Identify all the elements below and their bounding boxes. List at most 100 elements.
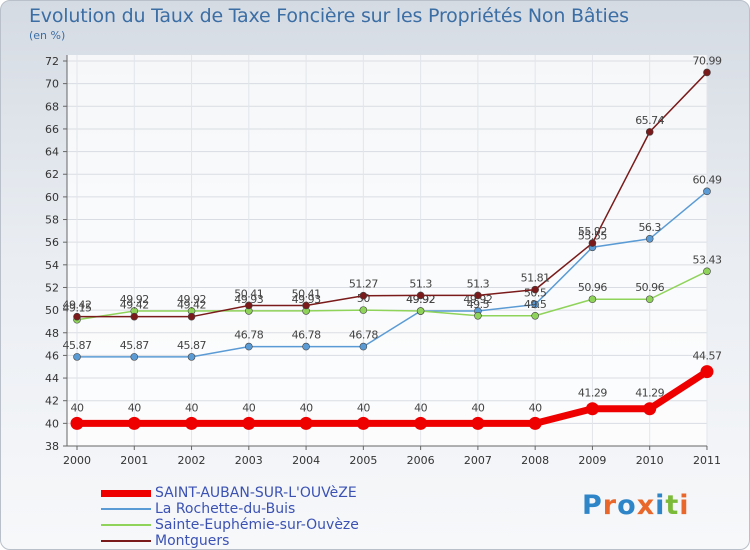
series-0-point <box>471 416 485 430</box>
legend-swatch <box>101 540 151 542</box>
series-3-point <box>73 312 81 321</box>
y-tick-label: 66 <box>45 123 59 136</box>
logo-letter: P <box>582 490 603 521</box>
series-0-data-label: 41.29 <box>635 387 664 400</box>
series-0-point <box>299 416 313 430</box>
x-tick-label: 2004 <box>292 454 320 467</box>
y-tick-label: 40 <box>45 417 59 430</box>
x-tick-label: 2010 <box>636 454 664 467</box>
series-2-data-label: 49.5 <box>524 298 547 311</box>
series-0-data-label: 40 <box>471 401 484 414</box>
legend-label: Sainte-Euphémie-sur-Ouvèze <box>155 517 359 533</box>
series-3-data-label: 51.27 <box>349 278 378 291</box>
series-0-data-label: 40 <box>300 401 313 414</box>
logo-letter: i <box>655 490 666 521</box>
x-tick-label: 2005 <box>349 454 377 467</box>
series-1-point <box>130 353 139 361</box>
x-tick-label: 2009 <box>578 454 606 467</box>
series-2-line <box>76 270 708 321</box>
y-tick-label: 52 <box>45 281 59 294</box>
series-3-point <box>474 291 482 300</box>
series-0-point <box>70 416 84 430</box>
series-1-data-label: 49.92 <box>406 293 435 306</box>
series-3-data-label: 70.99 <box>692 54 721 67</box>
x-tick-label: 2011 <box>693 454 721 467</box>
chart-title: Evolution du Taux de Taxe Foncière sur l… <box>29 5 629 27</box>
series-3-point <box>187 312 196 321</box>
y-tick-label: 56 <box>45 236 59 249</box>
series-3-data-label: 49.42 <box>120 299 149 312</box>
series-2-data-label: 49.93 <box>234 293 263 306</box>
series-0-data-label: 40 <box>128 401 141 414</box>
series-3: 49.42 49.42 49.42 50.41 50.41 51.27 51.3 51.3 51… <box>63 54 722 321</box>
logo-letter: i <box>679 490 690 521</box>
logo-letter: x <box>636 490 656 521</box>
series-3-data-label: 51.81 <box>521 272 550 285</box>
series-1: 45.87 45.87 45.87 46.78 46.78 46.78 49.92 49.92… <box>63 173 722 361</box>
series-1-data-label: 46.78 <box>292 329 321 342</box>
series-2-point <box>359 306 368 314</box>
series-3-point <box>531 285 539 294</box>
series-3-data-label: 51.3 <box>467 277 490 290</box>
series-0-point <box>356 416 370 430</box>
series-1-data-label: 45.87 <box>120 339 149 352</box>
series-3-data-label: 50.41 <box>234 287 263 300</box>
series-2-data-label: 50.96 <box>635 281 664 294</box>
logo-letter: t <box>665 490 680 521</box>
series-0-point <box>185 416 199 430</box>
x-tick-label: 2006 <box>407 454 435 467</box>
series-2-data-label: 49.5 <box>467 298 490 311</box>
x-tick-label: 2002 <box>178 454 206 467</box>
series-2-data-label: 49.15 <box>63 302 92 315</box>
series-3-point <box>130 312 139 321</box>
series-2-point <box>474 311 482 320</box>
y-tick-label: 44 <box>45 372 59 385</box>
series-0-data-label: 44.57 <box>692 350 721 363</box>
series-0-point <box>127 416 141 430</box>
legend-swatch <box>101 524 151 526</box>
series-1-point <box>359 342 368 351</box>
series-0: 40 40 40 40 40 40 40 40 40 41.29 41.29 44.57 <box>70 350 722 430</box>
y-tick-label: 72 <box>45 55 59 68</box>
series-1-point <box>531 300 539 309</box>
series-1-data-label: 45.87 <box>63 339 92 352</box>
series-3-data-label: 49.42 <box>177 299 206 312</box>
legend-swatch <box>101 508 151 510</box>
series-2: 49.1549.9249.9249.9349.935049.9249.549.5… <box>63 253 722 324</box>
legend-label: Montguers <box>155 533 230 549</box>
x-tick-label: 2000 <box>63 454 91 467</box>
y-tick-label: 64 <box>45 146 59 159</box>
x-tick-label: 2001 <box>120 454 148 467</box>
series-1-point <box>645 234 654 243</box>
legend-item: Sainte-Euphémie-sur-Ouvèze <box>101 517 359 533</box>
series-0-point <box>242 416 256 430</box>
series-0-data-label: 40 <box>357 401 370 414</box>
logo-letter: o <box>617 490 637 521</box>
legend-item: La Rochette-du-Buis <box>101 501 359 517</box>
series-1-data-label: 55.55 <box>578 229 607 242</box>
series-2-data-label: 49.92 <box>406 293 435 306</box>
series-2-data-label: 49.92 <box>177 293 206 306</box>
series-3-data-label: 51.3 <box>409 277 432 290</box>
series-1-point <box>302 342 310 351</box>
legend-item: SAINT-AUBAN-SUR-L'OUVèZE <box>101 485 359 501</box>
y-tick-label: 38 <box>45 440 59 453</box>
series-3-point <box>588 239 597 247</box>
unit-label: (en %) <box>29 29 66 42</box>
series-3-point <box>645 128 654 136</box>
series-0-point <box>700 365 714 379</box>
y-tick-label: 42 <box>45 395 59 408</box>
y-tick-label: 62 <box>45 168 59 181</box>
series-0-line <box>77 368 709 427</box>
x-tick-label: 2008 <box>521 454 549 467</box>
series-3-point <box>359 291 368 300</box>
series-2-data-label: 49.92 <box>120 293 149 306</box>
series-2-point <box>531 311 539 320</box>
series-2-point <box>645 295 654 304</box>
series-3-point <box>302 301 310 310</box>
legend-label: La Rochette-du-Buis <box>155 501 296 517</box>
legend-label: SAINT-AUBAN-SUR-L'OUVèZE <box>155 485 357 501</box>
x-tick-label: 2007 <box>464 454 492 467</box>
